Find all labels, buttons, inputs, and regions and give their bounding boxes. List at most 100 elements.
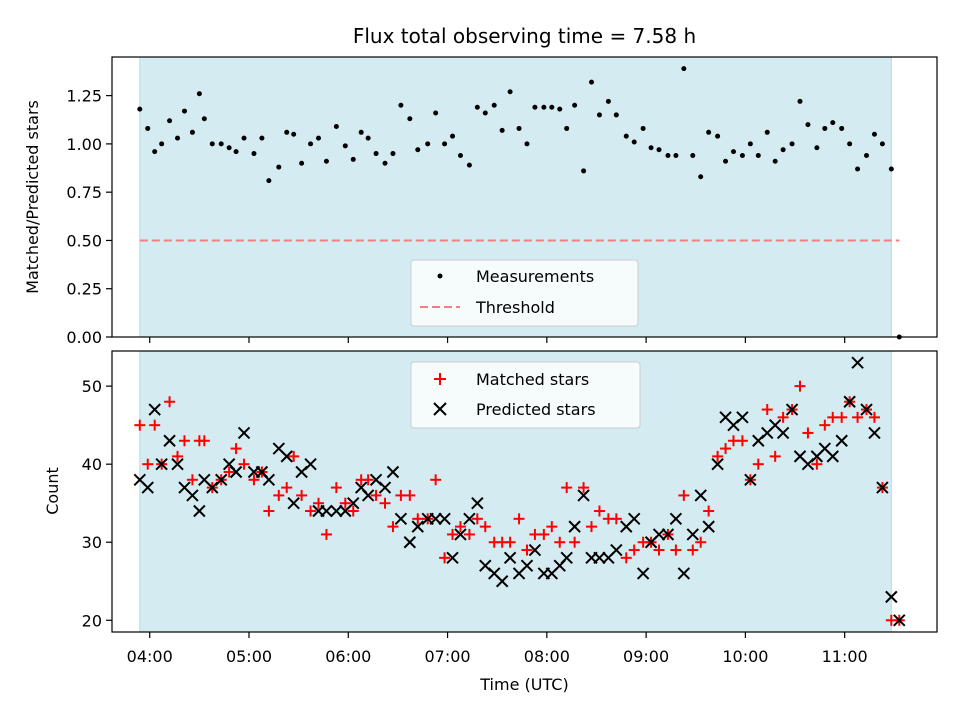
top-legend-box (410, 259, 639, 327)
predicted-star-point (378, 481, 392, 494)
measurement-point (613, 112, 619, 118)
predicted-star-point (528, 543, 542, 557)
measurement-point (189, 129, 195, 135)
measurement-point (564, 125, 570, 131)
chart-title: Flux total observing time = 7.58 h (353, 24, 696, 48)
measurement-point (557, 106, 563, 112)
predicted-star-point (330, 504, 343, 518)
measurement-point (764, 129, 770, 135)
measurement-point (137, 106, 143, 112)
measurement-point (631, 139, 637, 145)
matched-star-point (172, 450, 184, 462)
bottom-x-tick-label: 11:00 (822, 647, 868, 666)
predicted-star-point (669, 512, 683, 526)
measurement-point (814, 145, 820, 151)
predicted-star-point (394, 512, 408, 526)
matched-star-point (769, 450, 781, 462)
measurement-point (698, 174, 704, 180)
matched-star-point (752, 458, 764, 470)
predicted-star-point (868, 426, 881, 440)
predicted-star-point (577, 489, 590, 502)
measurement-point (209, 141, 215, 147)
measurement-point (251, 151, 257, 157)
measurement-point (152, 149, 158, 155)
predicted-star-point (280, 450, 293, 463)
bottom-y-axis-label: Count (43, 467, 62, 515)
predicted-star-point (186, 489, 199, 502)
matched-star-point (439, 552, 451, 564)
top-y-tick-label: 1.00 (66, 135, 102, 154)
measurement-point (822, 125, 828, 131)
measurement-point (196, 91, 202, 97)
measurement-point (507, 89, 513, 95)
measurement-point (747, 141, 753, 147)
matched-star-point (578, 482, 590, 494)
top-legend: Measurements Threshold (410, 259, 639, 327)
x-axis-label: Time (UTC) (479, 675, 568, 694)
matched-star-point (447, 528, 459, 540)
measurement-point (524, 141, 530, 147)
matched-star-point (296, 489, 308, 501)
predicted-star-point (860, 403, 873, 416)
bottom-x-tick-label: 07:00 (425, 647, 471, 666)
measurement-point (308, 141, 314, 147)
predicted-star-point (463, 512, 476, 526)
matched-star-point (819, 419, 831, 431)
measurement-point (581, 168, 587, 174)
measurement-point (605, 98, 611, 104)
top-y-tick-label: 0.75 (66, 183, 102, 202)
bottom-x-tick-label: 09:00 (623, 647, 669, 666)
predicted-star-point (785, 403, 799, 416)
predicted-star-point (568, 520, 581, 533)
matched-star-point (471, 513, 483, 525)
legend-measurements-label: Measurements (476, 267, 594, 286)
matched-star-point (230, 443, 242, 455)
matched-star-point (712, 450, 724, 462)
measurement-point (425, 141, 431, 147)
matched-star-point (794, 380, 806, 392)
predicted-star-point (744, 473, 757, 486)
predicted-star-point (438, 512, 451, 526)
predicted-star-point (702, 520, 715, 533)
matched-star-point (687, 544, 699, 556)
bottom-y-axis: 20 30 40 50 (82, 377, 112, 630)
measurement-point (342, 143, 348, 149)
predicted-star-point (851, 356, 864, 369)
measurement-point (373, 151, 379, 157)
matched-star-point (836, 411, 848, 423)
measurement-point (167, 118, 173, 124)
measurement-point (855, 166, 861, 172)
measurement-point (596, 112, 602, 118)
predicted-stars-points (133, 356, 906, 627)
predicted-star-point (429, 512, 442, 526)
measurement-point (864, 152, 870, 158)
measurement-point (839, 125, 845, 131)
predicted-star-point (287, 497, 300, 510)
predicted-star-point (237, 426, 251, 440)
top-y-tick-label: 1.25 (66, 87, 102, 106)
matched-star-point (546, 521, 558, 533)
predicted-star-point (893, 614, 906, 627)
top-y-tick-label: 0.25 (66, 280, 102, 299)
predicted-star-point (403, 536, 417, 549)
matched-star-point (811, 458, 823, 470)
measurement-point (474, 104, 480, 110)
predicted-star-point (885, 590, 898, 604)
measurement-point (772, 158, 778, 164)
measurement-point (299, 160, 305, 166)
predicted-star-point (520, 559, 534, 572)
measurement-point (532, 104, 538, 110)
predicted-star-point (560, 551, 573, 565)
legend-predicted-marker (433, 402, 447, 416)
matched-star-point (430, 474, 442, 486)
matched-star-point (178, 435, 190, 447)
matched-star-point (586, 521, 598, 533)
measurement-point (805, 122, 811, 128)
matched-star-point (186, 474, 198, 486)
measurement-point (499, 127, 505, 133)
measurement-point (407, 116, 413, 122)
matched-star-point (554, 536, 566, 548)
measurement-point (276, 164, 282, 170)
matched-star-point (695, 536, 707, 548)
predicted-star-point (229, 465, 243, 479)
